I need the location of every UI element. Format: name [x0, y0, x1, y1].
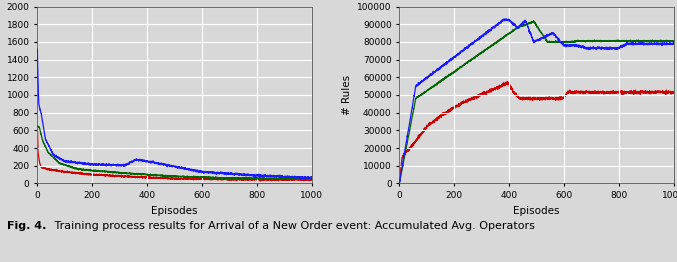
- X-axis label: Episodes: Episodes: [151, 206, 198, 216]
- Y-axis label: # Rules: # Rules: [342, 75, 351, 115]
- Text: Fig. 4.: Fig. 4.: [7, 221, 46, 231]
- Text: Training process results for Arrival of a New Order event: Accumulated Avg. Oper: Training process results for Arrival of …: [51, 221, 535, 231]
- X-axis label: Episodes: Episodes: [513, 206, 560, 216]
